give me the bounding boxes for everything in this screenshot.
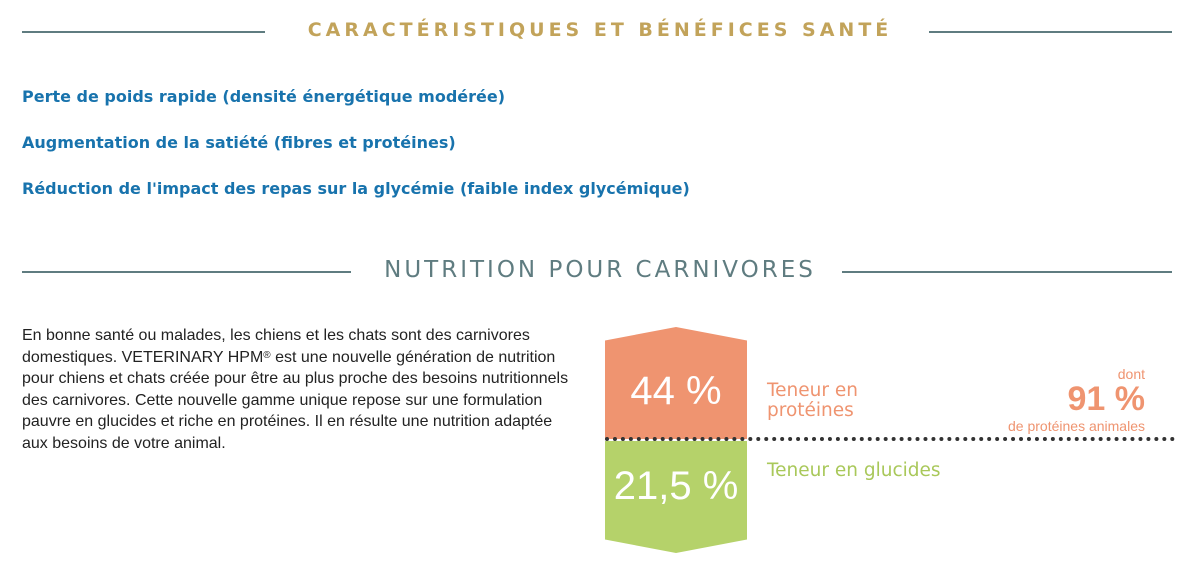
section1-rule-right <box>929 31 1172 33</box>
section1-title: CARACTÉRISTIQUES ET BÉNÉFICES SANTÉ <box>307 19 893 41</box>
protein-label: Teneur en protéines <box>767 380 858 421</box>
animal-protein-label: de protéines animales <box>1008 418 1145 434</box>
animal-protein-percent: 91 % <box>1067 380 1146 418</box>
registered-mark: ® <box>263 349 271 361</box>
carbs-hexagon <box>605 441 747 553</box>
protein-hexagon <box>605 327 747 439</box>
nutrition-description: En bonne santé ou malades, les chiens et… <box>22 325 577 454</box>
section2-rule-right <box>842 271 1172 273</box>
description-part2: est une nouvelle génération de nutrition… <box>22 348 569 452</box>
protein-percent: 44 % <box>630 369 722 413</box>
description-part1: En bonne santé ou malades, les chiens et… <box>22 327 530 366</box>
carbs-label: Teneur en glucides <box>767 460 941 481</box>
carbs-percent: 21,5 % <box>613 464 739 508</box>
section2-title: NUTRITION POUR CARNIVORES <box>384 257 816 283</box>
section2-rule-left <box>22 271 351 273</box>
benefit-satiety: Augmentation de la satiété (fibres et pr… <box>22 133 456 152</box>
benefit-glycemia: Réduction de l'impact des repas sur la g… <box>22 179 690 198</box>
benefit-weight-loss: Perte de poids rapide (densité énergétiq… <box>22 87 506 106</box>
dotted-divider <box>605 437 1175 441</box>
section1-rule-left <box>22 31 265 33</box>
dont-label: dont <box>1117 366 1145 382</box>
